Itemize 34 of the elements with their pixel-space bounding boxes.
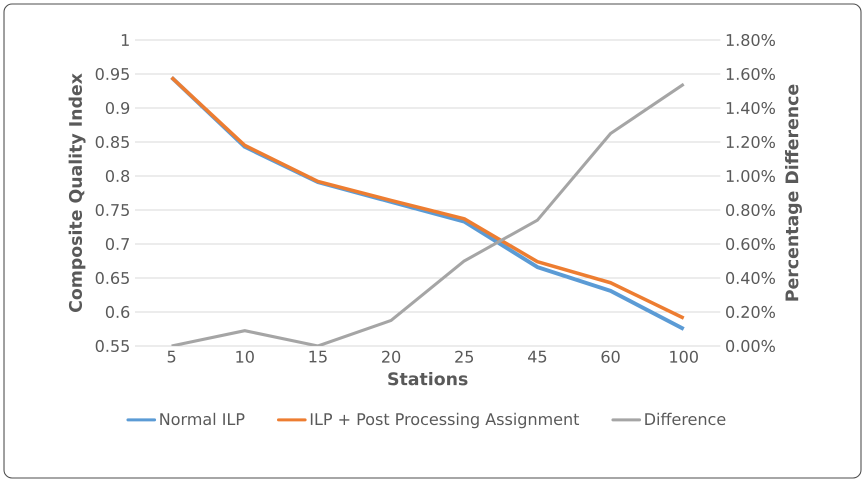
x-tick-label: 100 xyxy=(670,350,698,363)
y-tick-label: 0.8 xyxy=(106,170,130,182)
y-tick-label: 0.6 xyxy=(106,306,130,318)
y-tick-label: 0.9 xyxy=(106,102,130,114)
y-tick-label: 0.7 xyxy=(106,238,129,250)
y-tick-label: 0.85 xyxy=(96,136,129,148)
x-tick-label: 20 xyxy=(382,350,400,363)
legend-label: Difference xyxy=(645,412,726,426)
x-tick-label: 60 xyxy=(602,350,620,363)
x-tick-label: 5 xyxy=(168,350,176,363)
legend-label: Normal ILP xyxy=(160,412,244,426)
y2-tick-label: 0.00% xyxy=(726,340,775,352)
y-tick-label: 0.95 xyxy=(96,68,129,80)
x-tick-label: 45 xyxy=(528,350,546,363)
y2-tick-label: 1.60% xyxy=(726,68,775,80)
y2-tick-label: 0.20% xyxy=(726,306,775,318)
y-axis-title: Composite Quality Index xyxy=(68,73,86,312)
y2-tick-label: 0.40% xyxy=(726,272,775,284)
y-tick-label: 0.75 xyxy=(96,204,129,216)
y2-tick-label: 0.80% xyxy=(726,204,775,216)
y2-tick-label: 1.40% xyxy=(726,102,775,114)
x-tick-label: 15 xyxy=(309,350,327,363)
y2-tick-label: 1.20% xyxy=(726,136,775,148)
x-axis-title: Stations xyxy=(388,372,468,386)
y2-tick-label: 1.00% xyxy=(726,170,775,182)
x-tick-label: 10 xyxy=(236,350,254,363)
y-tick-label: 0.65 xyxy=(96,272,129,284)
y2-tick-label: 0.60% xyxy=(726,238,775,250)
legend-label: ILP + Post Processing Assignment xyxy=(310,412,580,428)
y2-axis-title: Percentage Difference xyxy=(785,84,802,301)
y-tick-label: 1 xyxy=(122,34,129,46)
y-tick-label: 0.55 xyxy=(96,340,129,352)
y2-tick-label: 1.80% xyxy=(726,34,775,46)
x-tick-label: 25 xyxy=(455,350,474,363)
